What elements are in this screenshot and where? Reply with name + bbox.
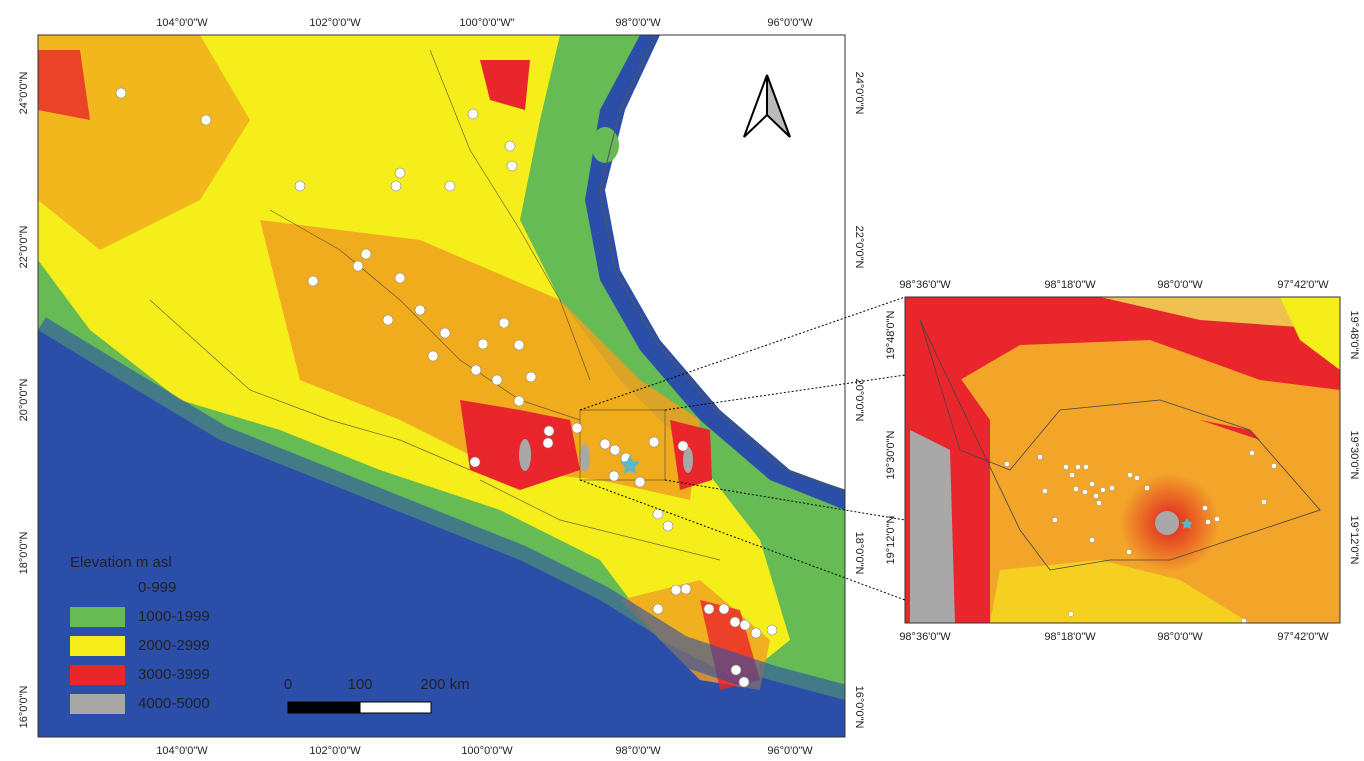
lon-label: 98°18'0"W xyxy=(1044,631,1096,643)
legend-title: Elevation m asl xyxy=(70,554,172,571)
lon-label: 102°0'0"W xyxy=(309,17,361,29)
lon-label: 97°42'0"W xyxy=(1277,631,1329,643)
scale-label: 100 xyxy=(347,676,372,693)
lat-label: 22°0'0"N xyxy=(18,226,30,269)
lat-label: 19°48'0"N xyxy=(885,310,897,359)
lon-label: 98°0'0"W xyxy=(1157,631,1203,643)
lon-label: 96°0'0"W xyxy=(767,745,813,757)
legend-swatch xyxy=(70,694,125,714)
inset-map xyxy=(905,297,1340,624)
lat-label: 16°0'0"N xyxy=(18,686,30,729)
lon-label: 104°0'0"W xyxy=(156,17,208,29)
lat-label: 24°0'0"N xyxy=(18,72,30,115)
lat-label: 19°30'0"N xyxy=(1348,431,1360,480)
lat-label: 18°0'0"N xyxy=(18,532,30,575)
legend-label: 4000-5000 xyxy=(138,695,210,712)
legend-swatch xyxy=(70,607,125,627)
figure: Elevation m asl 104°0'0"W 102°0'0"W 100°0'… xyxy=(0,0,1364,761)
scale-bar xyxy=(288,702,431,713)
lon-label: 98°36'0"W xyxy=(899,631,951,643)
lon-label: 97°42'0"W xyxy=(1277,279,1329,291)
lat-label: 16°0'0"N xyxy=(853,686,865,729)
lat-label: 20°0'0"N xyxy=(18,379,30,422)
lat-label: 19°30'0"N xyxy=(885,430,897,479)
lat-label: 19°12'0"N xyxy=(1348,516,1360,565)
elevation-map xyxy=(38,35,845,737)
lon-label: 104°0'0"W xyxy=(156,745,208,757)
lon-label: 100°0'0"W" xyxy=(459,17,514,29)
lon-label: 96°0'0"W xyxy=(767,17,813,29)
lon-label: 98°36'0"W xyxy=(899,279,951,291)
legend-label: 1000-1999 xyxy=(138,608,210,625)
lat-label: 19°48'0"N xyxy=(1348,311,1360,360)
lon-label: 98°18'0"W xyxy=(1044,279,1096,291)
lon-label: 102°0'0"W xyxy=(309,745,361,757)
scale-label: 200 km xyxy=(420,676,469,693)
lat-label: 22°0'0"N xyxy=(853,226,865,269)
legend-label: 0-999 xyxy=(138,579,176,596)
lat-label: 18°0'0"N xyxy=(853,532,865,575)
legend-label: 3000-3999 xyxy=(138,666,210,683)
lon-label: 98°0'0"W xyxy=(615,17,661,29)
lat-label: 24°0'0"N xyxy=(853,72,865,115)
lon-label: 98°0'0"W xyxy=(1157,279,1203,291)
legend-swatch xyxy=(70,636,125,656)
scale-label: 0 xyxy=(284,676,292,693)
legend-swatch xyxy=(70,578,125,598)
legend-label: 2000-2999 xyxy=(138,637,210,654)
lat-label: 20°0'0"N xyxy=(853,379,865,422)
lon-label: 98°0'0"W xyxy=(615,745,661,757)
lat-label: 19°12'0"N xyxy=(885,515,897,564)
lon-label: 100°0'0"W xyxy=(461,745,513,757)
legend-swatch xyxy=(70,665,125,685)
